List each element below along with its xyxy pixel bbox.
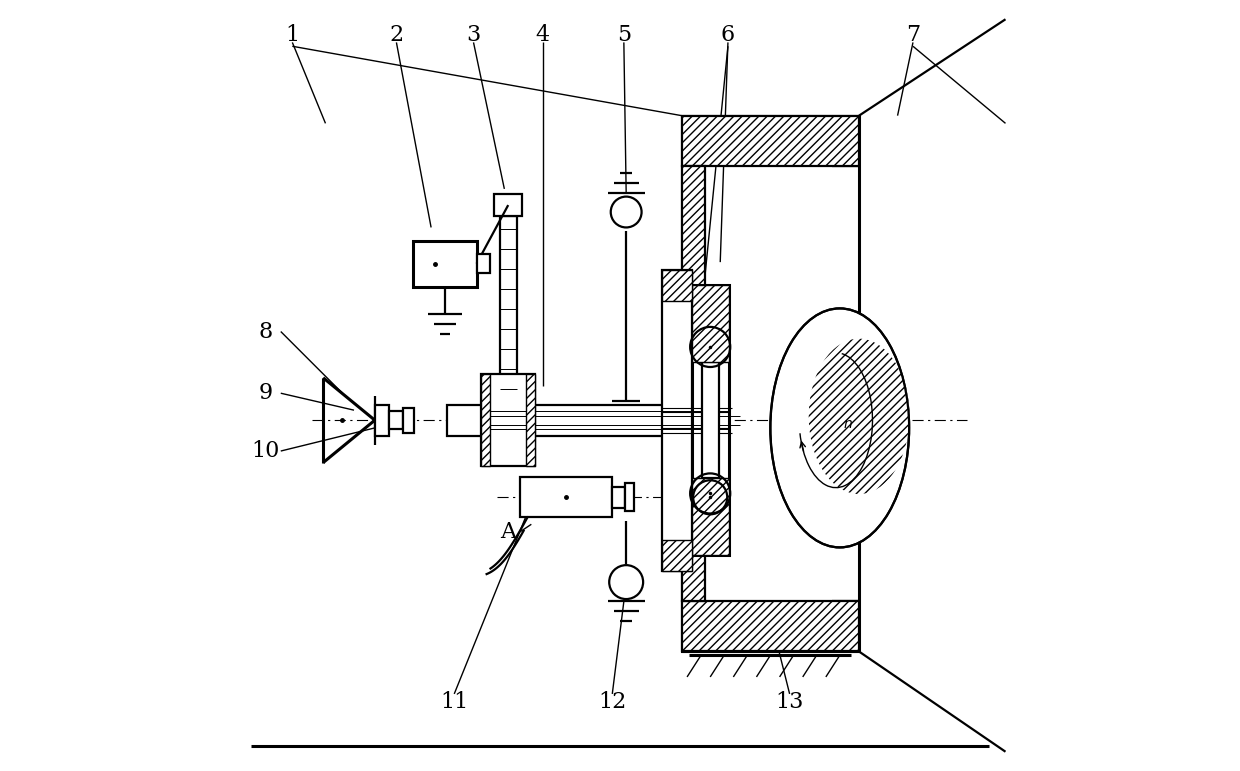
Bar	[682, 116, 859, 651]
Bar	[704, 293, 717, 547]
Bar	[374, 405, 388, 436]
Bar	[682, 116, 859, 166]
Bar	[446, 405, 728, 436]
Text: 10: 10	[252, 440, 279, 462]
Bar	[692, 285, 729, 362]
Text: 7: 7	[906, 24, 920, 45]
Text: 8: 8	[258, 321, 273, 342]
Text: 6: 6	[720, 24, 735, 45]
Bar	[662, 270, 692, 571]
Bar	[481, 374, 536, 466]
Ellipse shape	[808, 338, 909, 494]
Bar	[388, 411, 403, 429]
Ellipse shape	[770, 308, 909, 547]
Bar	[662, 540, 692, 571]
Text: 9: 9	[258, 382, 273, 404]
Text: 1: 1	[285, 24, 299, 45]
Text: 11: 11	[440, 691, 469, 712]
Bar	[692, 285, 729, 555]
Bar	[692, 478, 729, 555]
Text: 5: 5	[616, 24, 631, 45]
Text: 2: 2	[389, 24, 403, 45]
Bar	[625, 483, 634, 511]
Bar	[495, 194, 522, 216]
Bar	[662, 270, 692, 301]
Bar	[403, 408, 414, 433]
Bar	[702, 362, 719, 478]
Text: A: A	[500, 521, 516, 543]
Text: 13: 13	[775, 691, 804, 712]
Text: 3: 3	[466, 24, 481, 45]
Bar	[476, 254, 491, 273]
Bar	[481, 374, 491, 466]
Bar	[682, 166, 704, 601]
Bar	[520, 477, 613, 517]
Bar	[500, 216, 517, 405]
Text: 4: 4	[536, 24, 551, 45]
Text: 12: 12	[598, 691, 626, 712]
Bar	[526, 374, 536, 466]
Bar	[413, 241, 476, 287]
Bar	[682, 601, 859, 651]
Text: n: n	[843, 417, 852, 431]
Bar	[613, 487, 625, 508]
